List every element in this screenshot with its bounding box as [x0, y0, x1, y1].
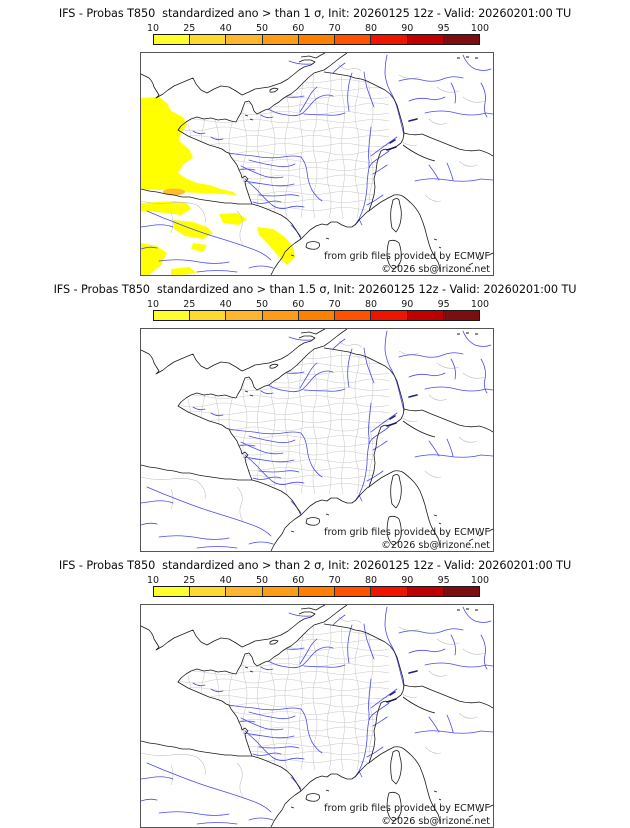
- probability-colorbar: 10 25 40 50 60 70 80 90 95 100: [147, 23, 489, 45]
- colorbar-tick: 40: [219, 299, 232, 310]
- colorbar-tick: 10: [146, 299, 160, 310]
- copyright-text: ©2026 sb@irizone.net: [381, 816, 490, 827]
- colorbar-segment: [371, 35, 408, 44]
- colorbar-tick: 50: [255, 575, 269, 586]
- colorbar-segment: [298, 35, 336, 44]
- ecmwf-credit-text: from grib files provided by ECMWF: [324, 251, 490, 262]
- map-western-europe: from grib files provided by ECMWF ©2026 …: [140, 328, 494, 552]
- ecmwf-credit-text: from grib files provided by ECMWF: [324, 527, 490, 538]
- colorbar-tick: 95: [437, 299, 450, 310]
- colorbar-segment: [262, 587, 299, 596]
- colorbar-tick: 40: [219, 575, 232, 586]
- colorbar-segment: [154, 311, 191, 320]
- colorbar-segment: [190, 587, 227, 596]
- colorbar-gradient: [153, 34, 480, 45]
- prob-shading-25-40: [163, 188, 185, 196]
- colorbar-segment: [226, 35, 263, 44]
- colorbar-tick: 25: [183, 299, 196, 310]
- colorbar-segment: [371, 587, 408, 596]
- colorbar-segment: [335, 35, 372, 44]
- colorbar-tick: 25: [183, 575, 196, 586]
- colorbar-segment: [443, 587, 479, 596]
- colorbar-tick: 80: [364, 299, 378, 310]
- colorbar-segment: [226, 587, 263, 596]
- colorbar-segment: [262, 35, 299, 44]
- colorbar-segment: [371, 311, 408, 320]
- colorbar-tick: 90: [401, 23, 414, 34]
- ecmwf-credit-text: from grib files provided by ECMWF: [324, 803, 490, 814]
- colorbar-tick: 90: [401, 299, 414, 310]
- map-western-europe: from grib files provided by ECMWF ©2026 …: [140, 52, 494, 276]
- colorbar-tick: 10: [146, 575, 160, 586]
- colorbar-tick-labels: 10 25 40 50 60 70 80 90 95 100: [147, 23, 489, 34]
- colorbar-tick-labels: 10 25 40 50 60 70 80 90 95 100: [147, 299, 489, 310]
- colorbar-gradient: [153, 310, 480, 321]
- probability-colorbar: 10 25 40 50 60 70 80 90 95 100: [147, 575, 489, 597]
- forecast-panel-2sigma: IFS - Probas T850 standardized ano > tha…: [0, 552, 630, 828]
- colorbar-tick: 50: [255, 299, 269, 310]
- colorbar-segment: [407, 35, 444, 44]
- colorbar-segment: [298, 587, 336, 596]
- panel-title: IFS - Probas T850 standardized ano > tha…: [53, 283, 577, 296]
- probability-colorbar: 10 25 40 50 60 70 80 90 95 100: [147, 299, 489, 321]
- map-western-europe: from grib files provided by ECMWF ©2026 …: [140, 604, 494, 828]
- colorbar-tick: 100: [470, 575, 490, 586]
- colorbar-segment: [335, 311, 372, 320]
- forecast-panel-1sigma: IFS - Probas T850 standardized ano > tha…: [0, 0, 630, 276]
- colorbar-tick-labels: 10 25 40 50 60 70 80 90 95 100: [147, 575, 489, 586]
- colorbar-tick: 100: [470, 299, 490, 310]
- panel-title: IFS - Probas T850 standardized ano > tha…: [58, 559, 572, 572]
- panel-title: IFS - Probas T850 standardized ano > tha…: [58, 7, 572, 20]
- colorbar-tick: 10: [146, 23, 160, 34]
- colorbar-segment: [262, 311, 299, 320]
- colorbar-tick: 70: [328, 23, 341, 34]
- probability-shading-layer: [141, 97, 295, 275]
- colorbar-tick: 70: [328, 299, 341, 310]
- colorbar-segment: [154, 35, 191, 44]
- prob-shading-10-25: [141, 97, 295, 275]
- colorbar-segment: [226, 311, 263, 320]
- colorbar-segment: [154, 587, 191, 596]
- colorbar-tick: 70: [328, 575, 341, 586]
- colorbar-tick: 60: [292, 299, 305, 310]
- forecast-panel-1-5sigma: IFS - Probas T850 standardized ano > tha…: [0, 276, 630, 552]
- colorbar-tick: 100: [470, 23, 490, 34]
- colorbar-segment: [443, 311, 479, 320]
- copyright-text: ©2026 sb@irizone.net: [381, 540, 490, 551]
- colorbar-tick: 60: [292, 23, 305, 34]
- colorbar-segment: [407, 311, 444, 320]
- colorbar-tick: 80: [364, 575, 378, 586]
- colorbar-tick: 95: [437, 575, 450, 586]
- colorbar-tick: 95: [437, 23, 450, 34]
- copyright-text: ©2026 sb@irizone.net: [381, 264, 490, 275]
- colorbar-segment: [407, 587, 444, 596]
- colorbar-segment: [443, 35, 479, 44]
- colorbar-tick: 40: [219, 23, 232, 34]
- colorbar-tick: 25: [183, 23, 196, 34]
- colorbar-tick: 90: [401, 575, 414, 586]
- colorbar-tick: 60: [292, 575, 305, 586]
- colorbar-tick: 80: [364, 23, 378, 34]
- colorbar-segment: [190, 311, 227, 320]
- colorbar-tick: 50: [255, 23, 269, 34]
- colorbar-segment: [190, 35, 227, 44]
- colorbar-segment: [335, 587, 372, 596]
- colorbar-gradient: [153, 586, 480, 597]
- colorbar-segment: [298, 311, 336, 320]
